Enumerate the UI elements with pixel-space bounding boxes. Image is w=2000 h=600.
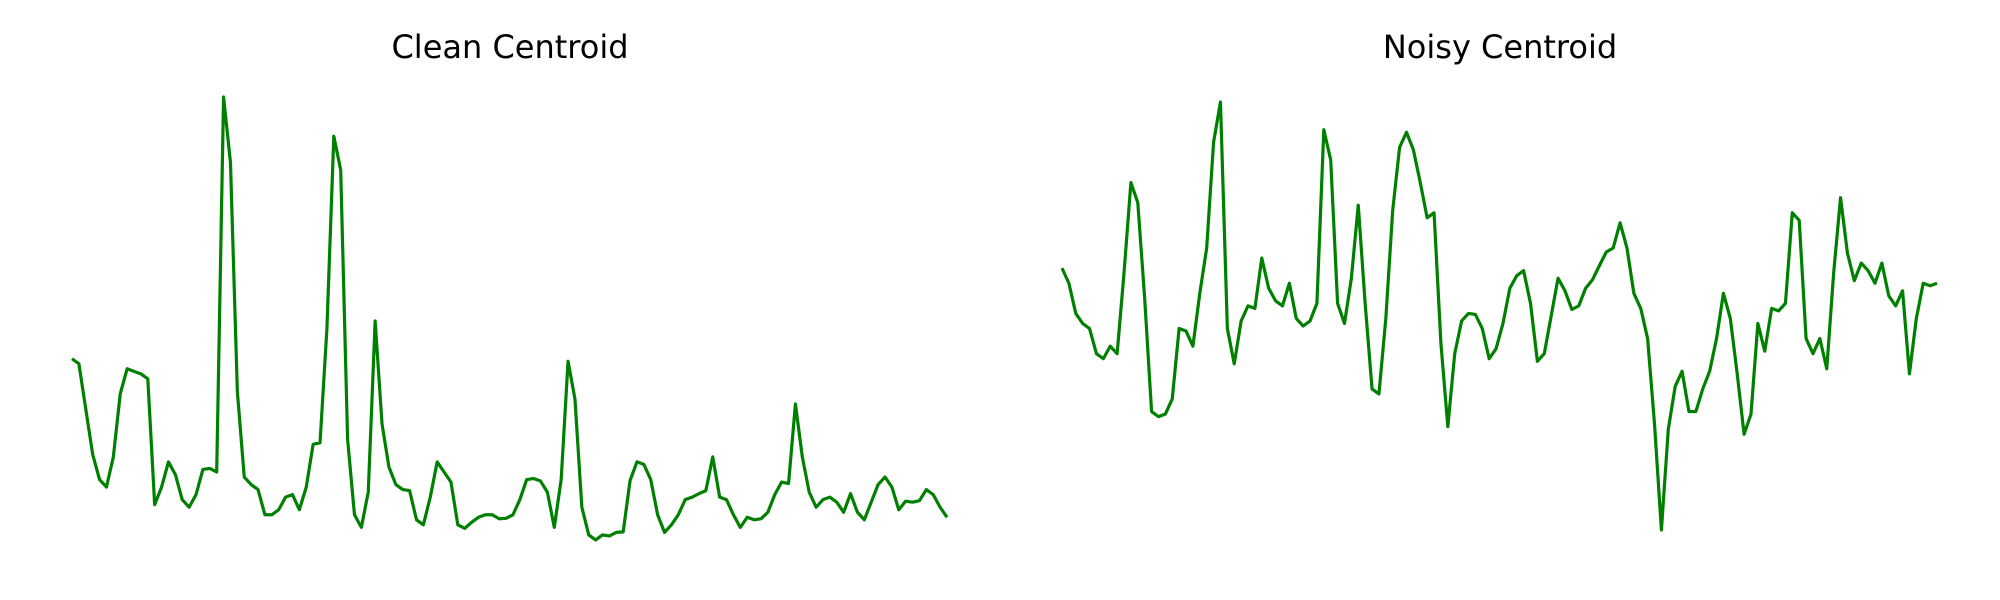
noisy-centroid-panel: Noisy Centroid <box>1060 28 1938 532</box>
clean-centroid-panel: Clean Centroid <box>71 28 949 542</box>
clean-centroid-title: Clean Centroid <box>391 28 628 66</box>
clean-centroid-series-line <box>71 95 949 542</box>
noisy-centroid-series-line <box>1060 100 1938 532</box>
noisy-centroid-title: Noisy Centroid <box>1383 28 1617 66</box>
